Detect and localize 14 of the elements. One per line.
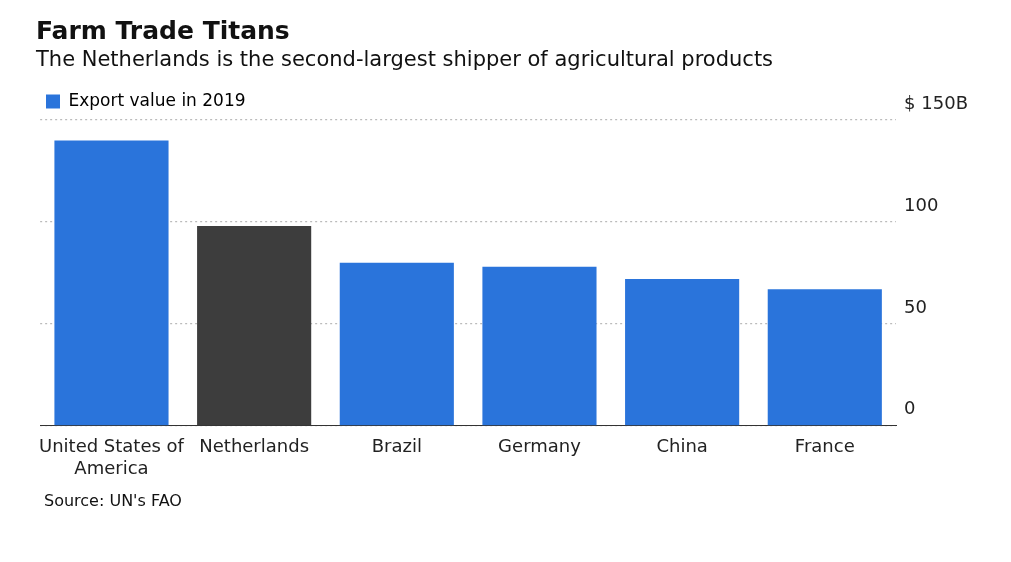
x-tick-label: Netherlands (199, 435, 310, 457)
source-note: Source: UN's FAO (44, 491, 183, 510)
y-tick-label: 0 (904, 397, 916, 419)
chart-subtitle: The Netherlands is the second-largest shipper of agricultural products (36, 47, 775, 71)
x-tick-label: Brazil (371, 435, 422, 457)
chart-title: Farm Trade Titans (36, 16, 291, 45)
legend-label: Export value in 2019 (68, 89, 246, 110)
x-tick-label: United States of America (38, 435, 185, 478)
y-tick-label: $ 150B (904, 91, 969, 113)
y-tick-label: 100 (904, 193, 939, 215)
y-tick-label: 50 (904, 295, 928, 317)
x-tick-label: Germany (498, 435, 582, 457)
x-tick-label: China (656, 435, 708, 457)
x-tick-label: France (794, 435, 855, 457)
